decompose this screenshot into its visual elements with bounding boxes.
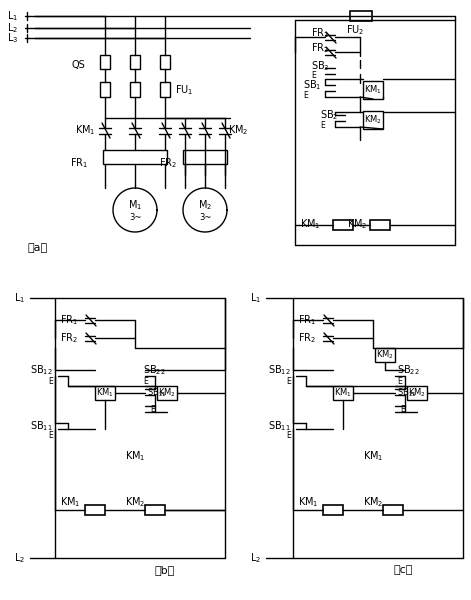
Bar: [130, 55, 140, 69]
Text: L$_3$: L$_3$: [7, 31, 18, 45]
Text: KM$_1$: KM$_1$: [334, 387, 352, 399]
Text: KM$_1$: KM$_1$: [364, 84, 382, 96]
Text: FR$_2$: FR$_2$: [311, 41, 329, 55]
Text: M$_2$: M$_2$: [198, 198, 212, 212]
Bar: [183, 150, 227, 164]
Bar: [350, 11, 372, 21]
Text: E: E: [286, 431, 291, 440]
Text: L$_2$: L$_2$: [250, 551, 261, 565]
Text: KM$_2$: KM$_2$: [376, 349, 394, 361]
Text: FU$_1$: FU$_1$: [175, 83, 194, 97]
Text: FR$_1$: FR$_1$: [311, 26, 329, 40]
Text: E: E: [150, 404, 155, 413]
Text: SB$_{11}$: SB$_{11}$: [268, 419, 291, 433]
Text: KM$_2$: KM$_2$: [228, 123, 249, 137]
Text: SB$_1$: SB$_1$: [303, 78, 322, 92]
Text: （b）: （b）: [155, 565, 175, 575]
Text: KM$_1$: KM$_1$: [363, 449, 383, 463]
Bar: [333, 220, 353, 230]
Text: FR$_2$: FR$_2$: [159, 156, 177, 170]
Text: KM$_2$: KM$_2$: [125, 495, 146, 509]
Text: KM$_2$: KM$_2$: [347, 217, 367, 231]
Text: E: E: [320, 121, 325, 130]
Text: KM$_1$: KM$_1$: [300, 217, 321, 231]
Text: L$_1$: L$_1$: [250, 291, 261, 305]
Bar: [100, 55, 110, 69]
Text: E: E: [311, 71, 316, 80]
Text: FR$_1$: FR$_1$: [70, 156, 88, 170]
Text: （c）: （c）: [393, 565, 413, 575]
Text: KM$_2$: KM$_2$: [408, 387, 426, 399]
Bar: [407, 386, 427, 400]
Text: SB$_{11}$: SB$_{11}$: [30, 419, 53, 433]
Text: E: E: [400, 404, 405, 413]
Bar: [370, 220, 390, 230]
Text: L$_1$: L$_1$: [14, 291, 25, 305]
Text: KM$_1$: KM$_1$: [298, 495, 318, 509]
Text: QS: QS: [71, 60, 85, 70]
Text: KM$_1$: KM$_1$: [60, 495, 81, 509]
Text: SB$_{22}$: SB$_{22}$: [143, 363, 166, 377]
Bar: [375, 348, 395, 362]
Bar: [95, 386, 115, 400]
Text: KM$_2$: KM$_2$: [363, 495, 383, 509]
Text: SB$_2$: SB$_2$: [320, 108, 339, 122]
Text: E: E: [48, 431, 53, 440]
Bar: [103, 150, 167, 164]
Text: E: E: [397, 377, 402, 385]
Text: KM$_1$: KM$_1$: [125, 449, 145, 463]
Text: E: E: [48, 377, 53, 385]
Text: （a）: （a）: [28, 243, 48, 253]
Text: L$_1$: L$_1$: [7, 9, 18, 23]
Text: 3~: 3~: [129, 212, 141, 221]
Text: KM$_1$: KM$_1$: [75, 123, 95, 137]
Bar: [130, 82, 140, 97]
Text: L$_2$: L$_2$: [7, 21, 18, 35]
Text: SB$_{22}$: SB$_{22}$: [397, 363, 420, 377]
Text: E: E: [143, 377, 148, 385]
Text: SB$_{12}$: SB$_{12}$: [30, 363, 53, 377]
Bar: [363, 81, 383, 99]
Bar: [160, 55, 170, 69]
Bar: [157, 386, 177, 400]
Bar: [333, 386, 353, 400]
Bar: [100, 82, 110, 97]
Text: E: E: [286, 377, 291, 385]
Bar: [323, 505, 343, 515]
Text: M$_1$: M$_1$: [128, 198, 142, 212]
Text: SB$_3$: SB$_3$: [311, 59, 330, 73]
Bar: [145, 505, 165, 515]
Text: FR$_1$: FR$_1$: [298, 313, 316, 327]
Bar: [363, 111, 383, 129]
Text: FR$_2$: FR$_2$: [298, 331, 316, 345]
Text: KM$_1$: KM$_1$: [96, 387, 114, 399]
Text: SB$_{21}$: SB$_{21}$: [397, 387, 417, 399]
Text: KM$_2$: KM$_2$: [364, 114, 382, 126]
Text: FR$_2$: FR$_2$: [60, 331, 78, 345]
Text: SB$_{12}$: SB$_{12}$: [268, 363, 291, 377]
Text: SB$_{21}$: SB$_{21}$: [147, 387, 167, 399]
Text: E: E: [303, 91, 308, 100]
Text: L$_2$: L$_2$: [14, 551, 25, 565]
Text: 3~: 3~: [199, 212, 211, 221]
Bar: [85, 505, 105, 515]
Bar: [160, 82, 170, 97]
Text: FU$_2$: FU$_2$: [346, 23, 364, 37]
Bar: [383, 505, 403, 515]
Text: FR$_1$: FR$_1$: [60, 313, 78, 327]
Text: KM$_2$: KM$_2$: [158, 387, 176, 399]
